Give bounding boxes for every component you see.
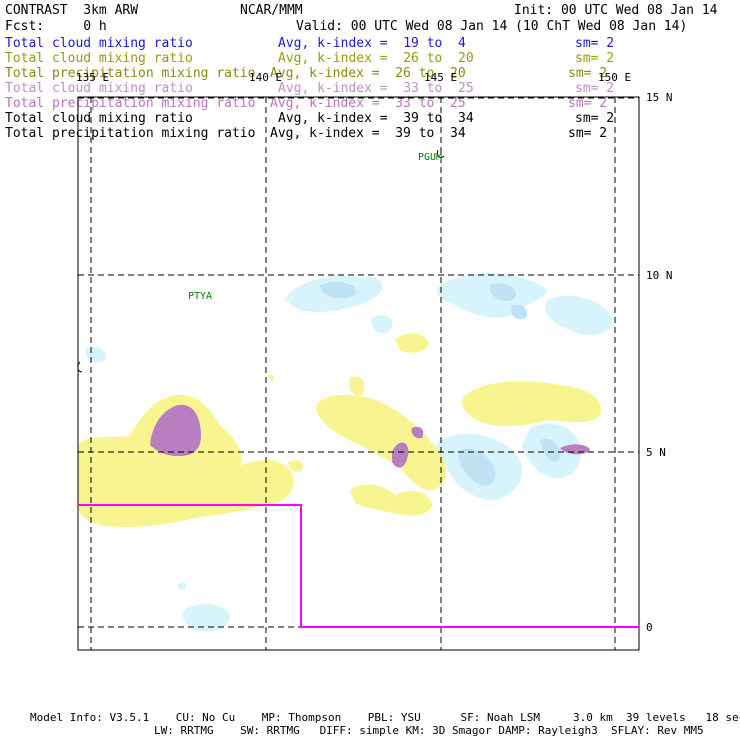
coastline: [77, 361, 83, 373]
legend-name: Total precipitation mixing ratio: [5, 66, 256, 81]
legend-sm: sm= 2: [575, 51, 615, 66]
station-label: PGUM: [418, 152, 443, 163]
legend-name: Total cloud mixing ratio: [5, 36, 193, 51]
legend-range: Avg, k-index = 33 to 25: [270, 96, 466, 111]
legend-name: Total cloud mixing ratio: [5, 81, 193, 96]
model-info: Model Info: V3.5.1 CU: No Cu MP: Thompso…: [30, 711, 740, 724]
legend-name: Total cloud mixing ratio: [5, 51, 193, 66]
precipitation-field: [78, 333, 601, 528]
legend-range: Avg, k-index = 26 to 20: [278, 51, 474, 66]
valid-time: Valid: 00 UTC Wed 08 Jan 14 (10 ChT Wed …: [296, 19, 688, 34]
init-time: Init: 00 UTC Wed 08 Jan 14: [514, 3, 718, 18]
organization-title: NCAR/MMM: [240, 3, 303, 18]
nested-domain-boundary: [78, 504, 639, 628]
lat-lon-grid: [78, 97, 639, 650]
legend-sm: sm= 2: [568, 126, 608, 141]
legend-sm: sm= 2: [568, 96, 608, 111]
map-frame: [77, 96, 640, 651]
legend-name: Total cloud mixing ratio: [5, 111, 193, 126]
forecast-hour: Fcst: 0 h: [5, 19, 107, 34]
lon-label: 150 E: [598, 71, 632, 84]
model-title: CONTRAST 3km ARW: [5, 3, 139, 18]
lon-label: 135 E: [76, 71, 110, 84]
station-label: PTYA: [188, 291, 213, 302]
lat-label: 10 N: [646, 269, 673, 282]
lat-label: 5 N: [646, 446, 666, 459]
lon-label: 145 E: [424, 71, 458, 84]
legend-sm: sm= 2: [568, 66, 608, 81]
lon-label: 140 E: [249, 71, 283, 84]
legend-range: Avg, k-index = 19 to 4: [278, 36, 466, 51]
legend-sm: sm= 2: [575, 111, 615, 126]
coastline: [437, 149, 445, 159]
legend-sm: sm= 2: [575, 81, 615, 96]
legend-name: Total precipitation mixing ratio: [5, 96, 256, 111]
legend-sm: sm= 2: [575, 36, 615, 51]
legend-range: Avg, k-index = 39 to 34: [278, 111, 474, 126]
lat-label: 15 N: [646, 91, 673, 104]
model-physics: LW: RRTMG SW: RRTMG DIFF: simple KM: 3D …: [154, 724, 704, 737]
legend-range: Avg, k-index = 26 to 20: [270, 66, 466, 81]
lat-label: 0: [646, 621, 653, 634]
legend-range: Avg, k-index = 33 to 25: [278, 81, 474, 96]
legend-range: Avg, k-index = 39 to 34: [270, 126, 466, 141]
heavy-precipitation-cores: [150, 404, 590, 468]
cloud-field-mid: [320, 281, 561, 486]
legend-name: Total precipitation mixing ratio: [5, 126, 256, 141]
